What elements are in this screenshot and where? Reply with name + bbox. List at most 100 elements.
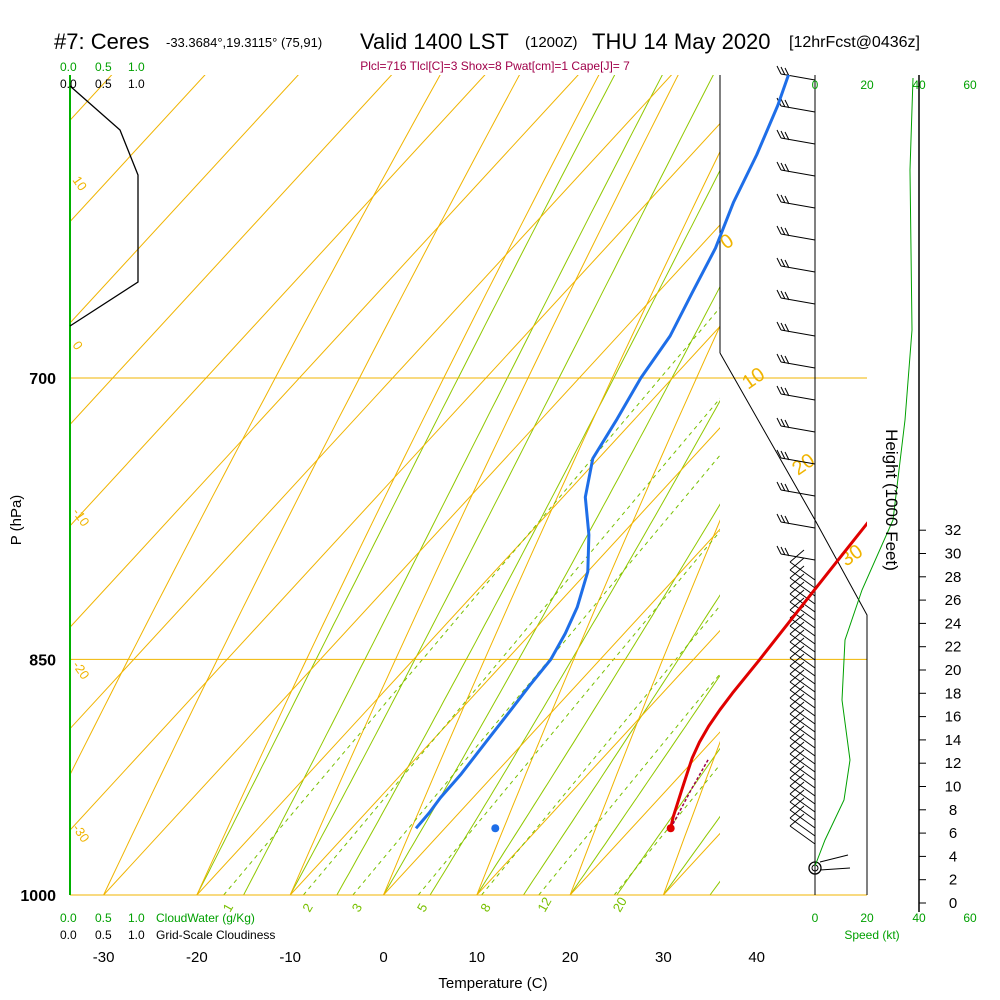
temperature-tick-label: 40 [748, 949, 765, 966]
pressure-tick-label: 1000 [20, 888, 56, 905]
wind-barb [776, 481, 816, 497]
isotherm-line [662, 832, 720, 895]
dry-adiabat-label: -30 [70, 821, 93, 845]
dry-adiabat-line [662, 740, 720, 895]
isobars [70, 377, 867, 896]
wind-barb [789, 757, 816, 789]
surface-dewpoint-dot [491, 824, 500, 833]
wind-barb [776, 513, 816, 529]
dry-adiabat-line [103, 75, 520, 895]
isotherm-line [196, 325, 720, 895]
top-black-scale-1: 0.5 [95, 77, 112, 91]
speed-bottom-0: 0 [812, 911, 819, 925]
temperature-tick-label: 0 [379, 949, 387, 966]
top-black-scale-2: 1.0 [128, 77, 145, 91]
wind-speed-profile [814, 77, 914, 867]
wind-barb [789, 765, 816, 797]
wind-barb [789, 693, 816, 725]
speed-axis-bottom: 0 20 40 60 Speed (kt) [812, 911, 977, 942]
mixing-ratio-line [481, 605, 720, 895]
wind-barb [789, 781, 816, 813]
forecast-label: [12hrFcst@0436z] [789, 34, 920, 51]
wind-barb [789, 717, 816, 749]
plot-frame [70, 75, 720, 895]
dry-adiabat-label: -10 [70, 505, 93, 529]
valid-time: Valid 1400 LST [360, 29, 509, 54]
wind-barb [776, 97, 816, 113]
isotherm-line [102, 224, 720, 895]
bottom-black-scale-0: 0.0 [60, 928, 77, 942]
wind-barb [776, 385, 816, 401]
theta-label: 10 [738, 363, 769, 394]
isotherm-line [70, 75, 299, 324]
dry-adiabats [70, 75, 720, 895]
utc-time: (1200Z) [525, 34, 578, 51]
pressure-ticks: 2503004005007008501000 [20, 371, 56, 905]
x-axis-label: Temperature (C) [438, 975, 547, 992]
moist-adiabat-line [383, 285, 720, 895]
height-tick-label: 30 [945, 546, 962, 563]
speed-bottom-20: 20 [860, 911, 874, 925]
parcel-path [670, 757, 710, 829]
dry-adiabat-label: -20 [70, 658, 93, 682]
mixing-ratio-label: 12 [534, 894, 554, 914]
surface-wind-barb [819, 854, 851, 871]
wind-barb [789, 621, 816, 653]
speed-top-20: 20 [860, 78, 874, 92]
temperature-tick-label: 20 [562, 949, 579, 966]
wind-barb [789, 557, 816, 589]
cloudwater-label: CloudWater (g/Kg) [156, 911, 255, 925]
y-axis-label: P (hPa) [8, 495, 25, 546]
wind-barb [789, 573, 816, 605]
temperature-tick-label: -20 [186, 949, 208, 966]
dry-adiabat-line [569, 519, 720, 895]
wind-barb [789, 629, 816, 661]
wind-barb [789, 805, 816, 837]
bottom-left-scale: 0.0 0.5 1.0 CloudWater (g/Kg) 0.0 0.5 1.… [60, 911, 275, 942]
dewpoint-line [414, 75, 791, 830]
height-tick-label: 6 [949, 825, 957, 842]
wind-barb [789, 749, 816, 781]
speed-axis-top: 0 20 40 60 [812, 78, 977, 92]
moist-adiabat-line [243, 75, 663, 895]
height-tick-label: 0 [949, 895, 957, 912]
mixing-ratio-line [417, 530, 720, 895]
wind-barb [776, 321, 816, 337]
speed-bottom-60: 60 [963, 911, 977, 925]
temperature-tick-label: 30 [655, 949, 672, 966]
moist-adiabat-line [429, 399, 720, 895]
height-tick-label: 8 [949, 802, 957, 819]
station-coords: -33.3684°,19.3115° (75,91) [166, 35, 322, 50]
wind-barb [776, 257, 816, 273]
wind-barb [789, 677, 816, 709]
cloudiness-profile [69, 85, 139, 327]
mixing-ratio-label: 3 [349, 901, 366, 915]
wind-barb [789, 653, 816, 685]
wind-barb [789, 661, 816, 693]
height-tick-label: 20 [945, 662, 962, 679]
wind-barb [789, 701, 816, 733]
cloudiness-label: Grid-Scale Cloudiness [156, 928, 275, 942]
wind-barb [789, 773, 816, 805]
wind-barbs [776, 65, 816, 845]
wind-barb [789, 685, 816, 717]
wind-barb [789, 797, 816, 829]
dry-adiabat-line [476, 324, 720, 895]
wind-barb [789, 789, 816, 821]
mixing-ratio-label: 2 [299, 901, 316, 915]
pressure-tick-label: 700 [29, 371, 56, 388]
wind-barb [776, 225, 816, 241]
wind-barb [776, 449, 816, 465]
height-tick-label: 24 [945, 615, 962, 632]
wind-barb [789, 637, 816, 669]
dry-adiabat-label: 10 [70, 173, 91, 193]
isotherm-line [382, 528, 720, 895]
isotherm-line [476, 629, 720, 895]
height-tick-label: 2 [949, 872, 957, 889]
moist-adiabat-line [757, 0, 1000, 895]
isotherm-line [70, 75, 486, 527]
top-green-scale-1: 0.5 [95, 60, 112, 74]
mixing-ratio-label: 5 [414, 901, 431, 915]
height-tick-label: 28 [945, 569, 962, 586]
height-tick-label: 22 [945, 639, 962, 656]
